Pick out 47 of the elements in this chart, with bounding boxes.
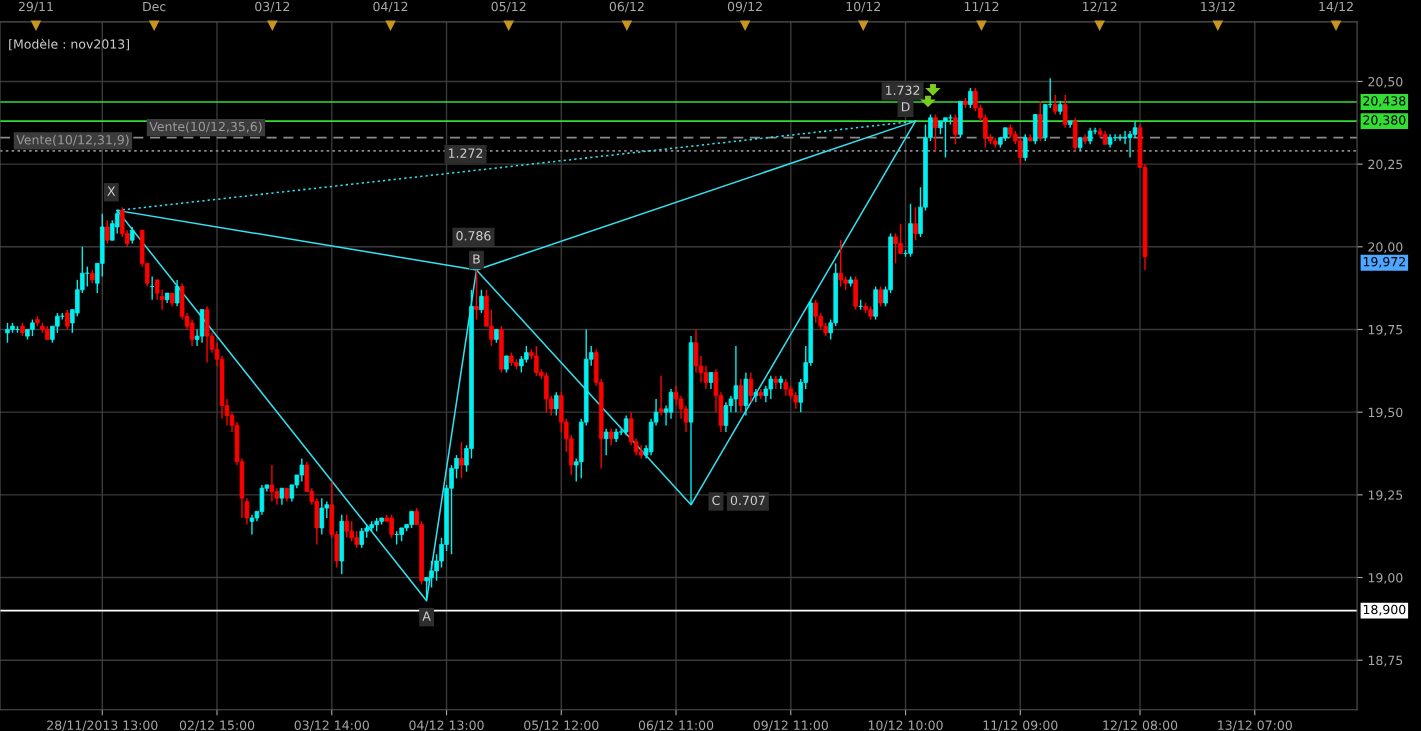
text: 14/12 [1319,1,1353,13]
y-tick-label: 20,50 [1368,76,1403,88]
text: 12/12 [1083,1,1117,13]
ref-line-label: Vente(10/12,35,6) [149,121,262,133]
x-tick-label: 13/12 07:00 [1218,720,1292,731]
y-tick-label: 18,75 [1368,655,1403,667]
x-tick-label: 10/12 10:00 [868,720,943,731]
x-tick-label: 06/12 11:00 [638,720,714,731]
annotation: [Modèle : nov2013] [9,38,129,51]
x-tick-label: 09/12 11:00 [753,720,828,731]
annotation: B [473,254,480,264]
ref-line-label: 18,900 [1363,604,1406,616]
text: Dec [143,1,166,12]
x-tick-label: 28/11/2013 13:00 [47,720,158,731]
annotation: C [712,495,720,506]
y-tick-label: 19,50 [1368,407,1403,419]
x-tick-label: 12/12 08:00 [1103,720,1178,731]
text: 13/12 [1201,1,1235,13]
annotation: 0.786 [456,231,491,241]
ref-line-label: Vente(10/12,31,9) [16,134,129,146]
text: 19,972 [1363,256,1405,268]
text: 10/12 [846,1,881,13]
text: 05/12 [491,1,526,13]
x-tick-label: 03/12 14:00 [294,720,369,731]
y-tick-label: 20,25 [1368,159,1403,171]
text: 11/12 [964,1,999,13]
text: 09/12 [727,1,762,13]
text: 03/12 [255,1,290,13]
x-tick-label: 05/12 12:00 [524,720,599,731]
annotation: A [422,611,431,621]
annotation: D [901,102,910,112]
annotation: 1.732 [886,85,920,96]
y-tick-label: 19,00 [1368,572,1403,584]
text: 06/12 [609,1,644,13]
annotation: 1.272 [448,148,483,158]
text: 04/12 [373,1,408,13]
y-tick-label: 19,75 [1368,324,1403,336]
text: 29/11 [18,1,53,13]
ref-line-label: 20,438 [1363,96,1406,107]
y-tick-label: 20,00 [1368,242,1403,254]
annotation: X [107,186,116,196]
x-tick-label: 04/12 13:00 [409,720,484,731]
x-tick-label: 02/12 15:00 [179,720,255,731]
ref-line-label: 20,380 [1363,115,1406,127]
y-tick-label: 19,25 [1368,490,1403,502]
x-tick-label: 11/12 09:00 [983,720,1058,731]
annotation: 0.707 [730,495,765,506]
